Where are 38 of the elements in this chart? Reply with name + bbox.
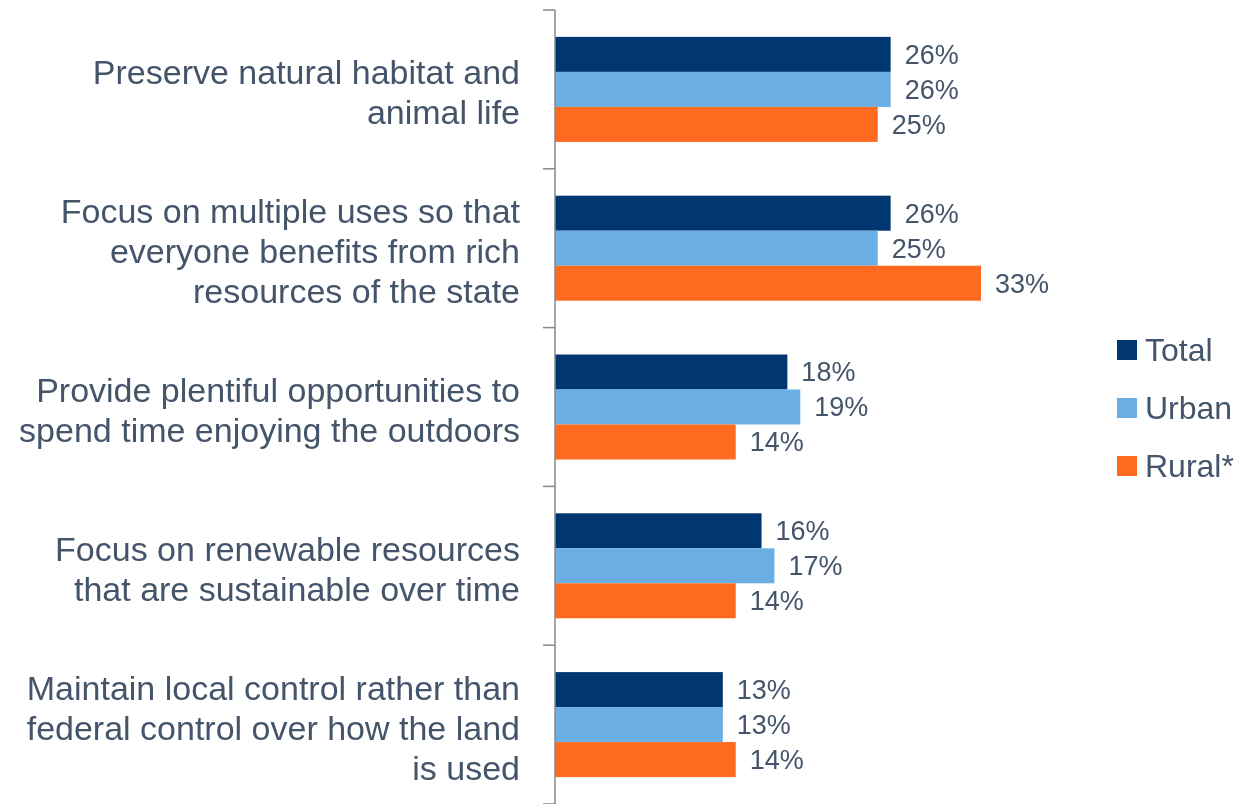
data-label: 16% [775,516,830,547]
data-label: 18% [801,357,856,388]
data-label: 26% [904,39,959,70]
y-tick-label: Maintain local control rather than federal control over how the land is used [26,668,520,787]
bar [555,742,736,778]
legend-label: Urban [1145,390,1233,427]
data-label: 25% [891,109,946,140]
bar [555,265,981,301]
bar [555,195,891,231]
data-label: 33% [995,268,1050,299]
bar [555,71,891,107]
legend-label: Total [1145,332,1213,369]
bar [555,672,723,708]
data-label: 14% [749,745,804,776]
bar [555,513,762,549]
data-label: 25% [891,233,946,264]
bar [555,230,878,266]
bar [555,583,736,619]
legend-label: Rural* [1145,448,1234,485]
data-label: 13% [736,675,791,706]
bar [555,36,891,72]
data-label: 26% [904,198,959,229]
bar [555,354,788,390]
bar [555,548,775,584]
data-label: 26% [904,74,959,105]
data-label: 17% [788,551,843,582]
data-label: 13% [736,710,791,741]
bar [555,106,878,142]
y-tick-label: Provide plentiful opportunities to spend time enjoying the outdoors [19,370,520,449]
y-tick-label: Focus on multiple uses so that everyone benefits from rich resources of the state [60,192,521,311]
y-tick-label: Focus on renewable resources that are sustainable over time [55,529,520,608]
data-label: 19% [814,392,869,423]
bar [555,424,736,460]
bar [555,707,723,743]
data-label: 14% [749,586,804,617]
data-label: 14% [749,427,804,458]
y-tick-label: Preserve natural habitat and animal life [92,53,520,132]
bar [555,389,801,425]
